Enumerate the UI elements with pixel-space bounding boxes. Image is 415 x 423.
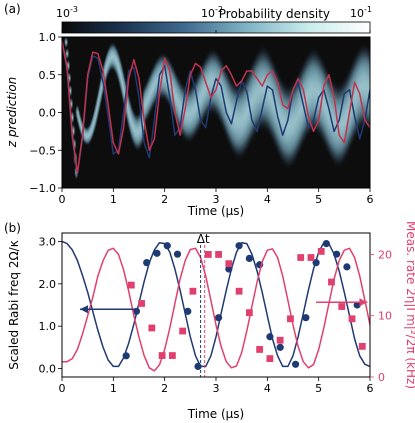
- rate-data-point: [168, 352, 176, 359]
- density-cell: [367, 46, 370, 134]
- rate-data-point: [215, 251, 222, 258]
- rate-data-point: [148, 324, 156, 332]
- y-tick-label: 1.0: [39, 31, 57, 44]
- axis-arrow-head: [359, 298, 368, 307]
- rate-data-point: [138, 300, 145, 307]
- rate-data-point: [266, 355, 274, 363]
- rabi-data-point: [153, 249, 161, 257]
- rabi-data-point: [302, 314, 310, 322]
- x-tick-label: 0: [59, 193, 66, 206]
- x-tick-label: 3: [213, 193, 220, 206]
- x-tick-label: 5: [315, 193, 322, 206]
- x-tick-label: 1: [110, 382, 117, 395]
- y-left-tick-label: 2.0: [39, 278, 57, 291]
- density-cell: [63, 37, 69, 49]
- rate-data-point: [328, 278, 335, 286]
- panel-a-ylabel: z prediction: [5, 77, 19, 149]
- rabi-data-point: [225, 265, 233, 273]
- rate-data-point: [307, 254, 315, 261]
- x-tick-label: 5: [315, 382, 322, 395]
- rabi-fit-line: [62, 240, 370, 368]
- rabi-data-point: [266, 333, 274, 341]
- x-tick-label: 4: [264, 193, 271, 206]
- x-tick-label: 2: [161, 193, 168, 206]
- rabi-data-point: [122, 352, 130, 360]
- rabi-data-point: [163, 242, 171, 250]
- colorbar-tick-label: 10-3: [56, 5, 78, 20]
- axis-arrow-head: [79, 305, 88, 314]
- colorbar-label: Probability density: [219, 7, 330, 21]
- panel-b-ylabel-right: Meas. rate 2η|Γm|²/2π (kHz): [404, 221, 415, 389]
- rabi-data-point: [235, 242, 243, 250]
- y-right-tick-label: 20: [378, 248, 392, 261]
- rate-data-point: [179, 327, 187, 335]
- x-tick-label: 1: [110, 193, 117, 206]
- rabi-data-point: [214, 314, 223, 322]
- rate-data-point: [256, 346, 264, 353]
- panel-a: 0 1 2 3 4 5 6 −1.0 −0.5 0.0 0.5 1.0 Time (µs) z pre…: [5, 31, 374, 218]
- y-tick-label: −1.0: [29, 182, 56, 195]
- rabi-data-point: [353, 301, 361, 309]
- rate-data-point: [225, 260, 233, 268]
- rabi-data-point: [276, 343, 284, 351]
- x-tick-label: 2: [161, 382, 168, 395]
- panel-b-label: (b): [4, 221, 21, 235]
- density-cell: [64, 47, 70, 60]
- rate-data-point: [287, 315, 294, 323]
- rate-data-point: [276, 336, 284, 344]
- rabi-data-point: [333, 250, 341, 258]
- y-left-tick-label: 1.0: [39, 320, 57, 333]
- rate-data-point: [235, 287, 243, 295]
- rate-data-point: [338, 303, 346, 310]
- delta-t-annotation: Δt: [197, 232, 210, 246]
- x-tick-label: 3: [213, 382, 220, 395]
- rate-data-point: [358, 342, 366, 350]
- rate-data-point: [348, 315, 356, 323]
- y-right-tick-label: 0: [378, 371, 385, 384]
- rabi-data-point: [184, 307, 192, 315]
- y-right-tick-label: 10: [378, 310, 392, 323]
- rabi-data-point: [322, 239, 330, 248]
- panel-a-xlabel: Time (µs): [187, 204, 244, 218]
- x-tick-label: 6: [367, 193, 374, 206]
- panel-b-xlabel: Time (µs): [187, 407, 244, 421]
- colorbar-tick-label: 10-1: [350, 5, 372, 20]
- rabi-data-point: [291, 360, 300, 368]
- rabi-data-point: [343, 263, 351, 271]
- panel-b-ylabel-left: Scaled Rabi freq 2Ω/κ: [7, 240, 21, 370]
- panel-a-label: (a): [4, 2, 21, 16]
- rabi-data-point: [245, 254, 253, 263]
- y-tick-label: 0.0: [39, 107, 57, 120]
- rabi-data-point: [143, 259, 151, 267]
- y-tick-label: −0.5: [29, 144, 56, 157]
- x-tick-label: 6: [367, 382, 374, 395]
- series-line-red: [62, 40, 370, 174]
- series-line-blue: [62, 40, 370, 176]
- rate-data-point: [158, 352, 166, 359]
- y-tick-label: 0.5: [39, 69, 57, 82]
- panel-b: 0 1 2 3 4 5 6 0.0 1.0 2.0 3.0 0 10 20 Time (µs) Scale…: [7, 221, 415, 421]
- rate-fit-line: [62, 247, 370, 372]
- y-left-tick-label: 0.0: [39, 363, 57, 376]
- rate-data-point: [317, 247, 325, 255]
- rate-data-point: [297, 254, 305, 261]
- rate-data-point: [127, 281, 135, 289]
- rate-data-point: [189, 287, 197, 295]
- rabi-data-point: [173, 250, 182, 258]
- x-tick-label: 4: [264, 382, 271, 395]
- rate-data-point: [204, 251, 212, 258]
- rate-data-point: [245, 309, 253, 317]
- rabi-data-point: [194, 362, 202, 371]
- x-tick-label: 0: [59, 382, 66, 395]
- y-left-tick-label: 3.0: [39, 235, 57, 248]
- colorbar: 10-3 10-2 10-1 Probability density: [56, 5, 372, 34]
